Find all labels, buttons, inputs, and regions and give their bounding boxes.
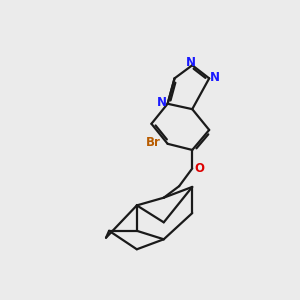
Text: Br: Br [146,136,161,149]
Text: N: N [210,71,220,84]
Text: O: O [194,162,204,175]
Text: N: N [186,56,196,69]
Text: N: N [157,97,167,110]
